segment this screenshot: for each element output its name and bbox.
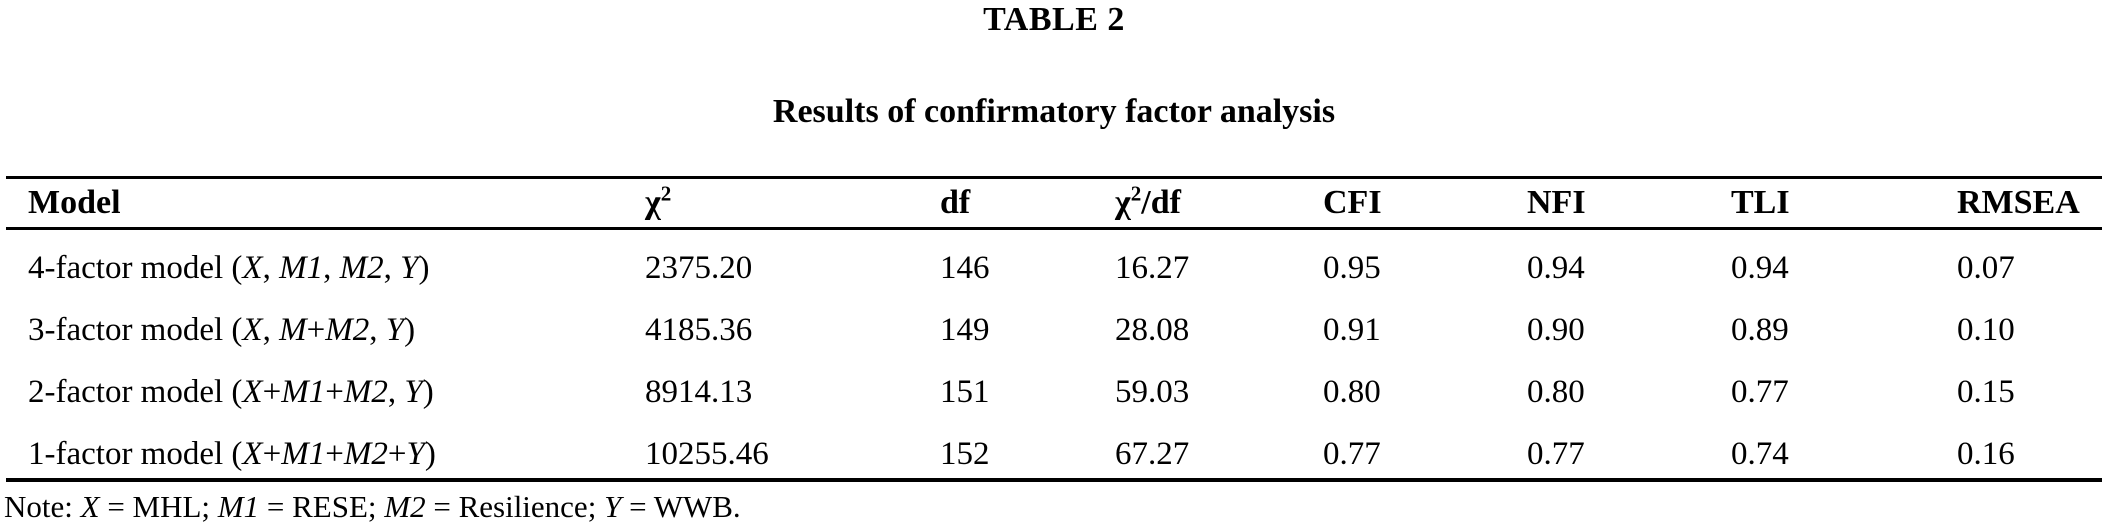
column-header-tli: TLI	[1731, 176, 1957, 230]
cell-model: 1-factor model (X+M1+M2+Y)	[6, 416, 645, 482]
cell-chi2: 4185.36	[645, 311, 753, 348]
cell-tli: 0.77	[1731, 373, 1789, 410]
table-caption-title: Results of confirmatory factor analysis	[772, 93, 1336, 130]
table-caption-label: TABLE 2	[983, 1, 1125, 38]
cell-rmsea: 0.16	[1957, 416, 2102, 482]
cell-chi2: 2375.20	[645, 249, 753, 286]
cfa-results-table: Model χ2 df χ2/df CFI NFI TLI RMSEA 4-fa…	[6, 176, 2102, 482]
cell-chi2-df: 67.27	[1115, 416, 1323, 482]
cell-nfi: 0.90	[1527, 311, 1585, 348]
column-header-rmsea: RMSEA	[1957, 176, 2102, 230]
cell-chi2: 10255.46	[645, 416, 940, 482]
column-header-nfi: NFI	[1527, 176, 1731, 230]
column-header-chi2: χ2	[645, 176, 940, 230]
table-row-2-factor: 2-factor model (X+M1+M2, Y) 8914.13 151 …	[6, 354, 2102, 416]
cell-cfi: 0.77	[1323, 416, 1527, 482]
cell-cfi: 0.80	[1323, 373, 1381, 410]
cell-tli: 0.89	[1731, 311, 1789, 348]
cell-model: 3-factor model (X, M+M2, Y)	[28, 311, 416, 348]
column-header-chi2-df: χ2/df	[1115, 176, 1323, 230]
cell-df: 146	[940, 249, 990, 286]
cell-rmsea: 0.07	[1957, 249, 2015, 286]
cell-chi2: 8914.13	[645, 373, 753, 410]
cell-nfi: 0.80	[1527, 373, 1585, 410]
cell-df: 149	[940, 311, 990, 348]
cell-rmsea: 0.10	[1957, 311, 2015, 348]
cell-chi2-df: 28.08	[1115, 311, 1190, 348]
table-note: Note: X = MHL; M1 = RESE; M2 = Resilienc…	[4, 489, 741, 524]
cell-model: 4-factor model (X, M1, M2, Y)	[28, 249, 430, 286]
cell-chi2-df: 16.27	[1115, 249, 1190, 286]
column-header-model: Model	[6, 176, 645, 230]
cell-cfi: 0.91	[1323, 311, 1381, 348]
column-header-cfi: CFI	[1323, 176, 1527, 230]
table-header-row: Model χ2 df χ2/df CFI NFI TLI RMSEA	[6, 176, 2102, 230]
cell-tli: 0.94	[1731, 249, 1789, 286]
table-row-3-factor: 3-factor model (X, M+M2, Y) 4185.36 149 …	[6, 292, 2102, 354]
cell-nfi: 0.77	[1527, 416, 1731, 482]
table-row-1-factor: 1-factor model (X+M1+M2+Y) 10255.46 152 …	[6, 416, 2102, 482]
column-header-df: df	[940, 176, 1115, 230]
cell-df: 152	[940, 416, 1115, 482]
cell-model: 2-factor model (X+M1+M2, Y)	[28, 373, 434, 410]
cell-nfi: 0.94	[1527, 249, 1585, 286]
cell-tli: 0.74	[1731, 416, 1957, 482]
cell-rmsea: 0.15	[1957, 373, 2015, 410]
cell-df: 151	[940, 373, 990, 410]
cell-cfi: 0.95	[1323, 249, 1381, 286]
table-row-4-factor: 4-factor model (X, M1, M2, Y) 2375.20 14…	[6, 229, 2102, 293]
cell-chi2-df: 59.03	[1115, 373, 1190, 410]
